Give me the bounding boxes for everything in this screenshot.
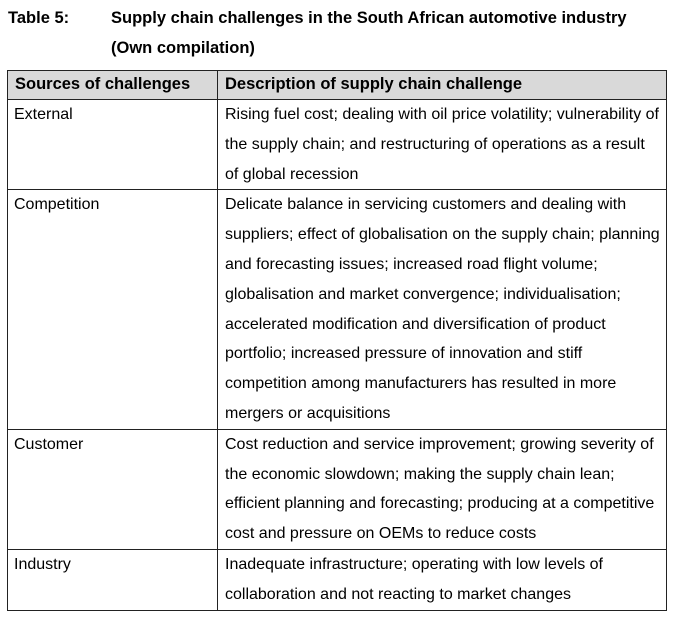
table-row: Customer Cost reduction and service impr… [7,428,667,550]
table-title: Supply chain challenges in the South Afr… [111,9,627,57]
table-header-row: Sources of challenges Description of sup… [7,70,667,100]
row-description: Inadequate infrastructure; operating wit… [217,548,667,611]
table-number: Table 5: [8,9,70,27]
header-sources: Sources of challenges [7,70,218,100]
table-row: Competition Delicate balance in servicin… [7,189,667,430]
row-source: Competition [7,189,218,430]
row-description: Rising fuel cost; dealing with oil price… [217,98,667,191]
row-description: Delicate balance in servicing customers … [217,189,667,430]
row-source: External [7,98,218,191]
supply-chain-challenges-table: Sources of challenges Description of sup… [7,70,667,611]
row-source: Customer [7,428,218,550]
table-row: External Rising fuel cost; dealing with … [7,98,667,191]
table-row: Industry Inadequate infrastructure; oper… [7,548,667,611]
row-source: Industry [7,548,218,611]
header-description: Description of supply chain challenge [217,70,667,100]
row-description: Cost reduction and service improvement; … [217,428,667,550]
